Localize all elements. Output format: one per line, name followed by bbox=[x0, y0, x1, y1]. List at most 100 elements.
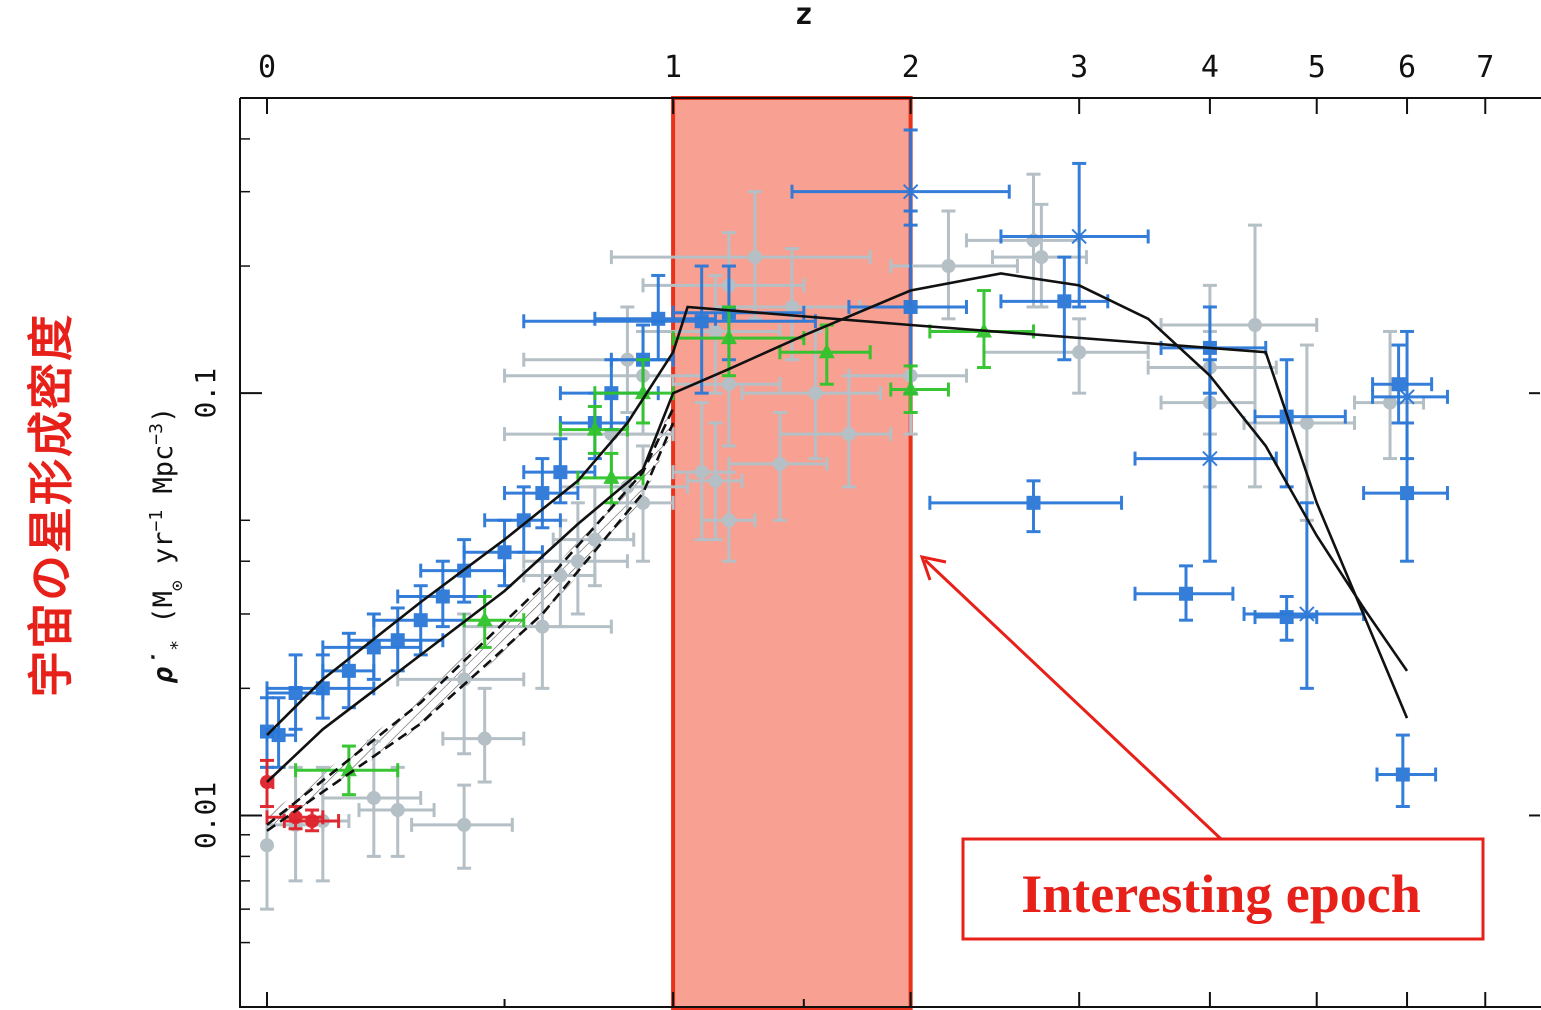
annotation-arrow bbox=[923, 558, 1223, 841]
y-label-mpc: Mpc bbox=[148, 445, 179, 510]
circle-marker bbox=[553, 568, 568, 583]
data-point bbox=[609, 444, 675, 563]
data-point bbox=[357, 765, 436, 858]
circle-marker bbox=[772, 456, 787, 471]
square-marker bbox=[497, 545, 512, 560]
square-marker bbox=[1395, 767, 1410, 782]
x-tick-label: 1 bbox=[664, 50, 682, 85]
y-label-sun: ⊙ bbox=[167, 580, 188, 591]
cross-marker bbox=[902, 183, 919, 200]
data-point bbox=[1242, 501, 1366, 690]
data-point bbox=[686, 421, 744, 542]
x-tick-label: 5 bbox=[1308, 50, 1326, 85]
square-marker bbox=[435, 589, 450, 604]
annotation-arrowhead bbox=[919, 554, 947, 581]
circle-marker bbox=[587, 532, 602, 547]
x-axis-label: z bbox=[795, 0, 813, 32]
circle-marker bbox=[1247, 318, 1262, 333]
data-point bbox=[1133, 564, 1235, 622]
square-marker bbox=[1057, 294, 1072, 309]
y-label-sub: * bbox=[167, 640, 188, 651]
triangle-marker bbox=[586, 420, 603, 436]
fit-curve bbox=[266, 272, 1409, 783]
data-point bbox=[522, 501, 629, 616]
data-point bbox=[265, 653, 376, 720]
side-label: 宇宙の星形成密度 bbox=[24, 313, 78, 697]
data-point bbox=[1133, 358, 1278, 563]
circle-marker bbox=[941, 259, 956, 274]
triangle-marker bbox=[720, 329, 737, 345]
y-tick-label: 0.01 bbox=[189, 782, 222, 849]
data-point bbox=[265, 653, 325, 731]
square-marker bbox=[1391, 377, 1406, 392]
y-label-exp1: −1 bbox=[146, 510, 167, 532]
data-point bbox=[483, 485, 562, 554]
circle-marker bbox=[305, 814, 320, 829]
circle-marker bbox=[721, 513, 736, 528]
y-label-yr: yr bbox=[148, 531, 179, 580]
data-point bbox=[1353, 329, 1426, 461]
y-label-exp2: −3 bbox=[146, 423, 167, 445]
data-point bbox=[889, 364, 950, 414]
triangle-marker bbox=[902, 380, 919, 396]
y-axis-label: ρ̇* (M⊙ yr−1 Mpc−3) bbox=[146, 407, 188, 684]
data-point bbox=[294, 744, 400, 797]
square-marker bbox=[413, 613, 428, 628]
circle-marker bbox=[1299, 415, 1314, 430]
data-point bbox=[671, 305, 806, 378]
fit-curve bbox=[266, 422, 675, 832]
data-point bbox=[1375, 733, 1438, 809]
circle-marker bbox=[1072, 345, 1087, 360]
circle-marker bbox=[721, 377, 736, 392]
y-label-rho: ρ̇ bbox=[148, 651, 179, 685]
square-marker bbox=[535, 486, 550, 501]
circle-marker bbox=[747, 250, 762, 265]
data-point bbox=[999, 161, 1150, 309]
square-marker bbox=[390, 633, 405, 648]
cross-marker bbox=[1202, 450, 1218, 467]
fit-curve bbox=[266, 407, 675, 826]
square-marker bbox=[315, 681, 330, 696]
triangle-marker bbox=[476, 611, 493, 627]
triangle-marker bbox=[818, 343, 835, 359]
y-label-close: ) bbox=[148, 407, 179, 423]
data-point bbox=[441, 686, 526, 784]
data-point bbox=[1159, 223, 1319, 489]
square-marker bbox=[366, 640, 381, 655]
circle-marker bbox=[808, 386, 823, 401]
square-marker bbox=[1026, 495, 1041, 510]
square-marker bbox=[694, 314, 709, 329]
square-marker bbox=[903, 299, 918, 314]
x-tick-label: 7 bbox=[1476, 50, 1494, 85]
annotation-box bbox=[961, 837, 1485, 941]
data-point bbox=[522, 437, 597, 505]
square-marker bbox=[553, 465, 568, 480]
cross-marker bbox=[1299, 606, 1315, 622]
square-marker bbox=[341, 663, 356, 678]
circle-marker bbox=[390, 803, 405, 818]
circle-marker bbox=[620, 479, 635, 494]
triangle-marker bbox=[635, 384, 652, 400]
data-point bbox=[700, 470, 757, 563]
square-marker bbox=[516, 513, 531, 528]
data-point bbox=[999, 255, 1110, 362]
circle-marker bbox=[260, 838, 274, 853]
data-point bbox=[282, 808, 341, 833]
square-marker bbox=[651, 311, 666, 326]
data-point bbox=[410, 783, 514, 870]
data-point bbox=[347, 606, 445, 673]
data-point bbox=[260, 758, 275, 809]
data-point bbox=[609, 190, 872, 321]
circle-marker bbox=[841, 427, 856, 442]
cross-marker bbox=[1399, 389, 1415, 405]
highlight-region bbox=[671, 96, 913, 1010]
circle-marker bbox=[708, 473, 723, 488]
x-tick-label: 2 bbox=[902, 50, 920, 85]
circle-marker bbox=[784, 299, 799, 314]
data-point bbox=[964, 172, 1081, 309]
square-marker bbox=[1279, 610, 1294, 625]
circle-marker bbox=[535, 619, 550, 634]
data-point bbox=[1371, 329, 1449, 461]
data-point bbox=[558, 404, 629, 455]
